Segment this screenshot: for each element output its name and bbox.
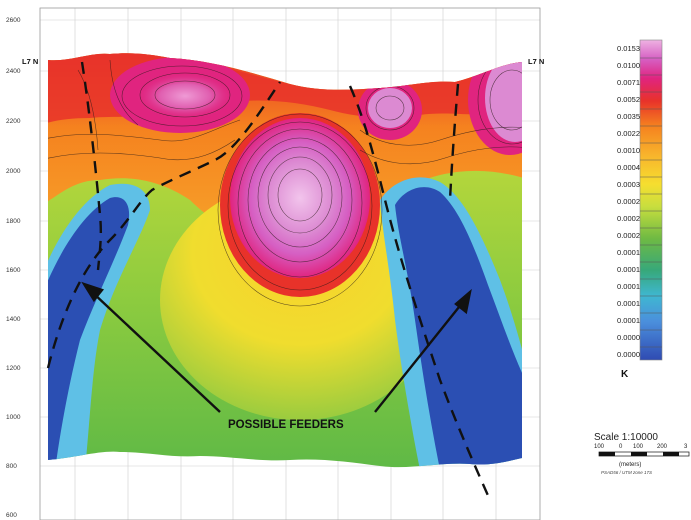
feeder-arrows bbox=[81, 281, 472, 413]
elevation-tick: 2400 bbox=[6, 68, 21, 75]
legend-label: 0.0052 bbox=[617, 95, 640, 104]
legend-ticks bbox=[640, 57, 662, 348]
elevation-tick: 2600 bbox=[6, 17, 21, 24]
legend-label: 0.0002 bbox=[617, 214, 640, 223]
legend-label: 0.0000 bbox=[617, 350, 640, 359]
legend-label: 0.0035 bbox=[617, 112, 640, 121]
legend-label: 0.0000 bbox=[617, 333, 640, 342]
legend-unit: K bbox=[621, 369, 629, 380]
legend-label: 0.0004 bbox=[617, 163, 640, 172]
elevation-tick: 2200 bbox=[6, 118, 21, 125]
scale-tick: 200 bbox=[657, 444, 668, 450]
elevation-tick: 2000 bbox=[6, 168, 21, 175]
scale-tick: 100 bbox=[633, 444, 644, 450]
legend-label: 0.0100 bbox=[617, 61, 640, 70]
elevation-tick: 1800 bbox=[6, 218, 21, 225]
resistivity-body bbox=[48, 53, 522, 468]
legend-label: 0.0153 bbox=[617, 44, 640, 53]
legend-label: 0.0002 bbox=[617, 231, 640, 240]
section-frame bbox=[39, 7, 541, 520]
elevation-tick: 1400 bbox=[6, 316, 21, 323]
elevation-tick: 600 bbox=[6, 512, 17, 519]
legend-label: 0.0002 bbox=[617, 197, 640, 206]
legend-label: 0.0010 bbox=[617, 146, 640, 155]
legend-label: 0.0071 bbox=[617, 78, 640, 87]
line-label-right: L7 N bbox=[528, 57, 544, 66]
scale-projection: PSAD56 / UTM zone 17S bbox=[601, 470, 653, 475]
scale-tick: 3 bbox=[684, 444, 688, 450]
elevation-tick: 800 bbox=[6, 463, 17, 470]
scale-bar bbox=[598, 451, 690, 457]
legend-label: 0.0022 bbox=[617, 129, 640, 138]
line-label-left: L7 N bbox=[22, 57, 38, 66]
elevation-tick: 1200 bbox=[6, 365, 21, 372]
legend-label: 0.0001 bbox=[617, 265, 640, 274]
legend-colorbar bbox=[639, 39, 663, 361]
elevation-tick: 1000 bbox=[6, 414, 21, 421]
feeders-annotation: POSSIBLE FEEDERS bbox=[228, 419, 344, 431]
scale-unit: (meters) bbox=[619, 462, 642, 468]
legend-label: 0.0003 bbox=[617, 180, 640, 189]
legend-label: 0.0001 bbox=[617, 282, 640, 291]
scale-tick: 0 bbox=[619, 444, 623, 450]
legend-label: 0.0001 bbox=[617, 299, 640, 308]
legend-label: 0.0001 bbox=[617, 316, 640, 325]
legend-label: 0.0001 bbox=[617, 248, 640, 257]
elevation-tick: 1600 bbox=[6, 267, 21, 274]
scale-title: Scale 1:10000 bbox=[594, 432, 658, 443]
feeder-traces bbox=[46, 61, 492, 501]
scale-tick: 100 bbox=[594, 444, 605, 450]
